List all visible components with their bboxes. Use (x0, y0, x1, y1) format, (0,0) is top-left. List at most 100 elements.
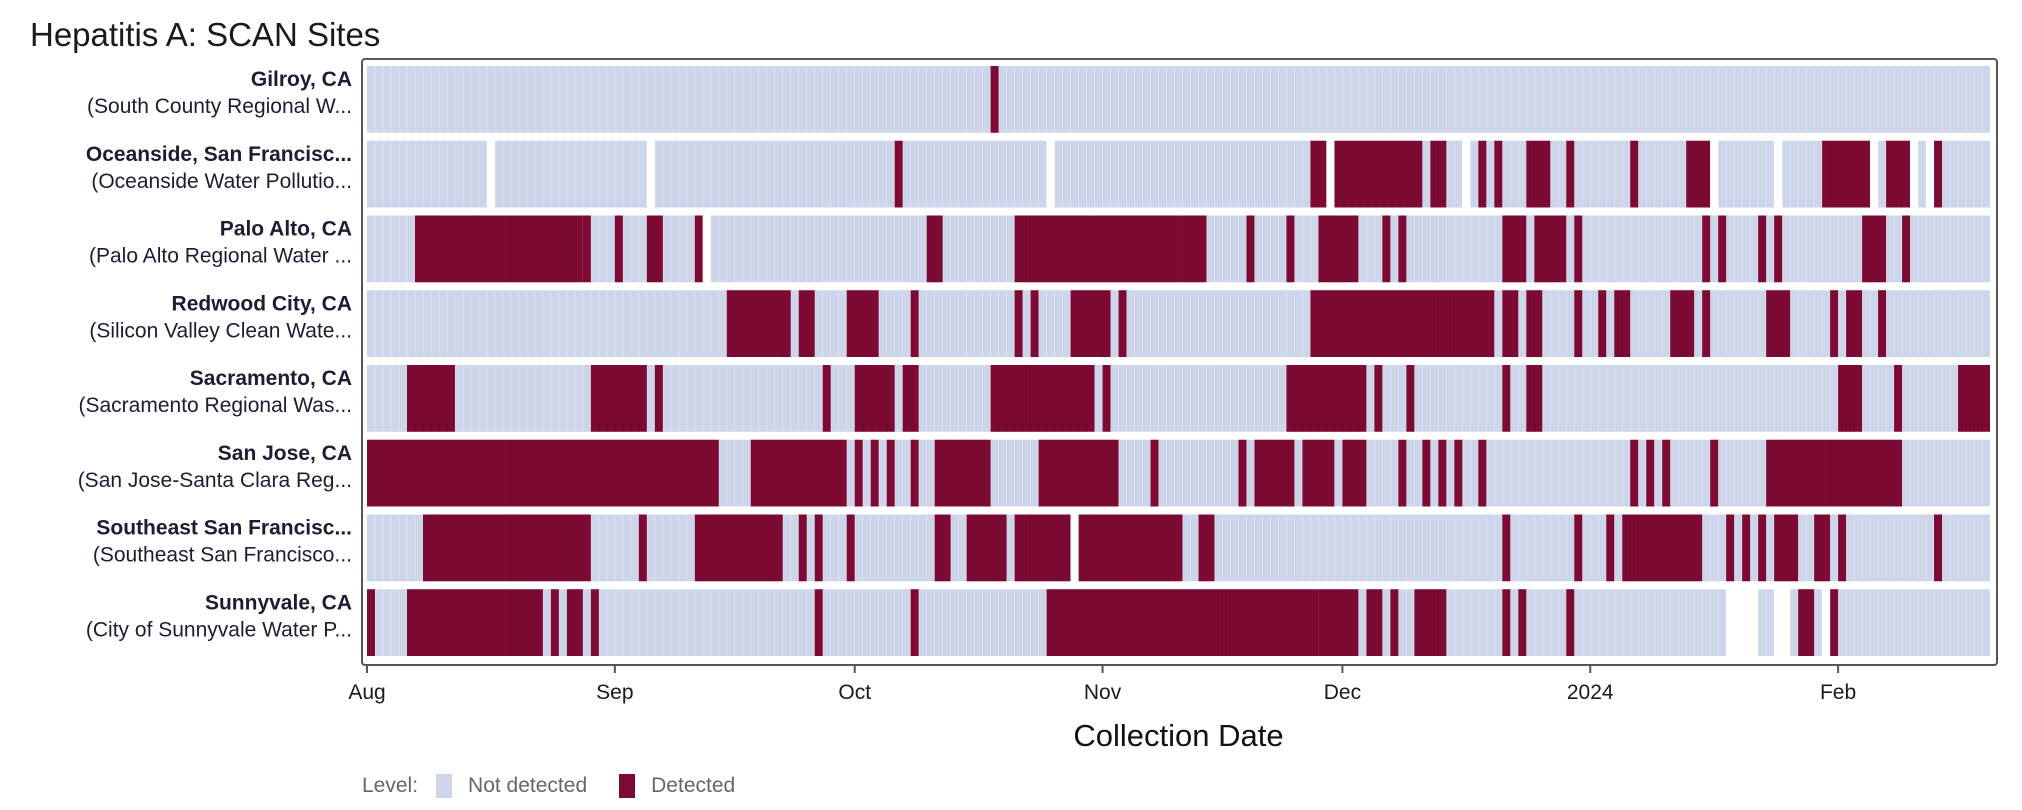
detected-cell (1878, 290, 1887, 357)
detected-cell (1630, 439, 1639, 507)
detected-cell (414, 215, 583, 283)
detected-day-lines (734, 290, 784, 357)
detected-cell (1254, 439, 1295, 507)
detected-cell (1702, 290, 1711, 357)
detected-cell (1774, 514, 1799, 582)
detected-cell (934, 439, 991, 507)
detected-cell (1014, 514, 1071, 582)
detected-day-lines (1326, 589, 1351, 656)
site-row: Gilroy, CA (South County Regional W... (87, 66, 1990, 133)
detected-cell (1374, 365, 1383, 432)
detected-day-lines (998, 365, 1087, 432)
detected-cell (1598, 290, 1607, 357)
detected-cell (1318, 215, 1359, 283)
detected-cell (582, 215, 591, 283)
heatmap-chart: Gilroy, CA (South County Regional W... Oce… (78, 58, 1998, 753)
detected-cell (910, 589, 919, 656)
detected-cell (1030, 290, 1039, 357)
detected-cell (886, 439, 895, 507)
no-data-gap (646, 139, 655, 209)
detected-day-lines (414, 365, 448, 432)
x-tick-label: Aug (348, 681, 385, 704)
detected-day-lines (1781, 514, 1791, 582)
detected-cell (894, 140, 903, 208)
detected-day-lines (1693, 140, 1703, 208)
detected-day-lines (1341, 140, 1415, 208)
no-data-gap (1046, 139, 1055, 209)
detected-day-lines (1629, 514, 1695, 582)
detected-day-lines (422, 215, 576, 283)
detected-cell (798, 514, 807, 582)
detected-cell (854, 365, 895, 432)
detected-day-lines (1046, 439, 1111, 507)
detected-cell (1702, 215, 1711, 283)
no-data-gap (1870, 139, 1879, 209)
detected-cell (846, 514, 855, 582)
detected-cell (1574, 215, 1583, 283)
detected-cell (1150, 439, 1159, 507)
detected-cell (1934, 514, 1943, 582)
site-name: San Jose, CA (218, 442, 352, 465)
detected-cell (1014, 215, 1183, 283)
detected-day-lines (1190, 215, 1199, 283)
detected-cell (1246, 215, 1255, 283)
detected-cell (910, 290, 919, 357)
detected-cell (1766, 439, 1903, 507)
detected-cell (1646, 439, 1655, 507)
no-data-gap (1774, 139, 1783, 209)
detected-day-lines (1318, 290, 1487, 357)
detected-cell (1574, 514, 1583, 582)
not-detected-band (367, 66, 1990, 133)
site-name: Palo Alto, CA (220, 218, 352, 241)
detected-cell (1838, 514, 1847, 582)
detected-day-lines (758, 439, 840, 507)
detected-day-lines (1262, 439, 1287, 507)
site-plant: (Southeast San Francisco... (93, 544, 352, 567)
detected-cell (1934, 140, 1943, 208)
site-name: Oceanside, San Francisc... (86, 143, 352, 166)
legend-label-not-detected: Not detected (468, 774, 588, 797)
no-data-gap (486, 139, 495, 209)
no-data-gap (1710, 139, 1719, 209)
detected-cell (1398, 439, 1407, 507)
detected-cell (1422, 439, 1431, 507)
legend: Level: Not detected Detected (362, 770, 767, 802)
detected-day-lines (598, 365, 640, 432)
site-row: Southeast San Francisc... (Southeast San … (93, 513, 1990, 583)
detected-cell (1342, 439, 1367, 507)
detected-cell (1118, 290, 1127, 357)
site-row: Sunnyvale, CA (City of Sunnyvale Water P.… (86, 588, 1990, 657)
site-row: Oceanside, San Francisc... (Oceanside Wat… (86, 139, 1990, 209)
detected-day-lines (1541, 215, 1559, 283)
x-tick-label: Sep (596, 681, 633, 704)
no-data-gap (1070, 513, 1079, 583)
detected-cell (654, 365, 663, 432)
x-tick-label: Oct (838, 681, 871, 704)
detected-cell (1070, 290, 1111, 357)
site-name: Southeast San Francisc... (96, 517, 352, 540)
detected-cell (638, 514, 647, 582)
no-data-gap (1926, 139, 1935, 209)
detected-cell (1710, 439, 1719, 507)
detected-cell (1830, 589, 1839, 656)
detected-cell (1526, 140, 1551, 208)
plot-panel (361, 58, 1998, 666)
detected-cell (1502, 514, 1511, 582)
site-row: Sacramento, CA (Sacramento Regional Was..… (78, 365, 1990, 432)
detected-day-lines (1829, 140, 1863, 208)
detected-cell (1758, 514, 1767, 582)
x-tick-label: 2024 (1567, 681, 1614, 704)
detected-cell (1286, 215, 1295, 283)
detected-day-lines (854, 290, 872, 357)
detected-cell (1518, 589, 1527, 656)
no-data-gap (702, 214, 711, 284)
site-row: San Jose, CA (San Jose-Santa Clara Reg... (78, 439, 1990, 507)
detected-day-lines (430, 514, 584, 582)
legend-title: Level: (362, 774, 419, 797)
x-tick-label: Dec (1324, 681, 1361, 704)
detected-cell (590, 365, 647, 432)
detected-cell (1078, 514, 1183, 582)
detected-day-lines (414, 589, 536, 656)
detected-cell (1382, 215, 1391, 283)
day-grid (374, 66, 1983, 133)
